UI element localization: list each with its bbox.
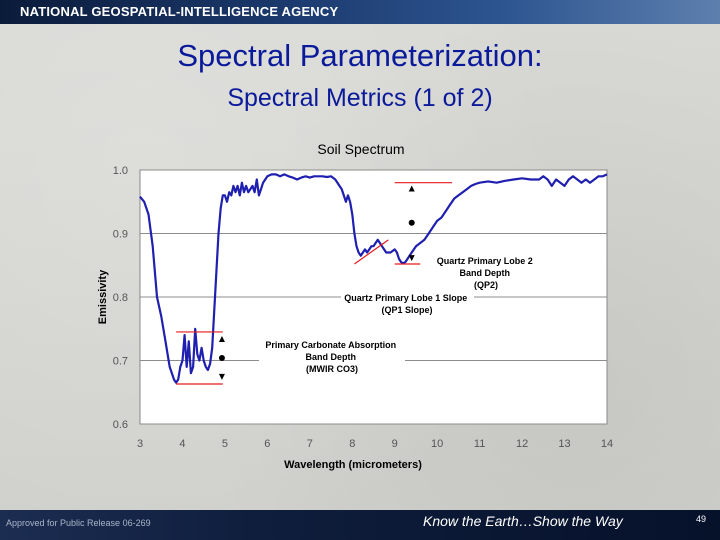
qp2-up-triangle (408, 185, 415, 192)
y-tick-label: 0.6 (113, 419, 128, 431)
y-axis-label: Emissivity (97, 269, 109, 324)
qp2-label-box: Quartz Primary Lobe 2 Band Depth (QP2) (429, 253, 542, 293)
spectrum-series (139, 173, 608, 384)
x-tick-label: 9 (392, 438, 398, 450)
carbonate-label-line: (MWIR CO3) (306, 364, 358, 374)
y-tick-label: 0.9 (113, 229, 128, 241)
x-tick-label: 11 (474, 438, 485, 450)
qp1-label-line: Quartz Primary Lobe 1 Slope (344, 293, 467, 303)
svg-text:Quartz Primary Lobe 1 Slope: Quartz Primary Lobe 1 Slope (QP1 Slope) (344, 293, 470, 315)
qp2-label-line: Band Depth (459, 268, 510, 278)
annotation-markers (218, 185, 415, 380)
footer-bar (0, 510, 720, 540)
tagline: Know the Earth…Show the Way (423, 513, 623, 529)
carbonate-down-triangle (218, 373, 225, 380)
soil-spectrum-chart: Soil Spectrum 0.6 0.7 0.8 0.9 1.0 3 4 5 6 7 8 9 10 1… (97, 141, 613, 471)
x-axis-label: Wavelength (micrometers) (284, 459, 422, 471)
qp1-slope-line (354, 239, 389, 265)
qp1-label-line: (QP1 Slope) (381, 305, 432, 315)
x-tick-label: 4 (179, 438, 185, 450)
spectrum-line (139, 173, 608, 384)
qp2-label-line: Quartz Primary Lobe 2 (437, 256, 533, 266)
slide-title: Spectral Parameterization: (177, 38, 543, 73)
qp2-down-triangle (408, 255, 415, 262)
qp2-dot (408, 219, 415, 226)
y-tick-label: 1.0 (113, 165, 128, 177)
agency-name: NATIONAL GEOSPATIAL-INTELLIGENCE AGENCY (20, 4, 339, 19)
x-tick-label: 13 (558, 438, 570, 450)
slide-subtitle: Spectral Metrics (1 of 2) (227, 84, 493, 112)
x-tick-label: 7 (307, 438, 313, 450)
carbonate-label-box: Primary Carbonate Absorption Band Depth … (259, 337, 405, 377)
page-number: 49 (696, 514, 707, 524)
header-bar: NATIONAL GEOSPATIAL-INTELLIGENCE AGENCY (0, 0, 720, 24)
annotation-lines (176, 182, 453, 385)
y-tick-label: 0.8 (113, 292, 128, 304)
x-tick-label: 8 (349, 438, 355, 450)
x-tick-label: 6 (264, 438, 270, 450)
x-tick-labels: 3 4 5 6 7 8 9 10 11 12 13 14 (137, 438, 613, 450)
x-tick-label: 10 (431, 438, 443, 450)
chart-title: Soil Spectrum (317, 141, 404, 157)
release-notice: Approved for Public Release 06-269 (6, 518, 151, 528)
carbonate-label-line: Band Depth (305, 352, 356, 362)
carbonate-label-line: Primary Carbonate Absorption (265, 340, 396, 350)
y-tick-label: 0.7 (113, 356, 128, 368)
x-tick-label: 12 (516, 438, 528, 450)
x-tick-label: 3 (137, 438, 143, 450)
svg-text:Quartz Primary Lobe 2 Ba: Quartz Primary Lobe 2 Band Depth (QP2) (437, 256, 536, 290)
carbonate-up-triangle (218, 336, 225, 343)
x-tick-label: 14 (601, 438, 613, 450)
qp2-label-line: (QP2) (474, 280, 498, 290)
x-tick-label: 5 (222, 438, 228, 450)
svg-text:Primary Carbonate Absorption: Primary Carbonate Absorption Band Depth … (265, 340, 398, 374)
y-tick-labels: 0.6 0.7 0.8 0.9 1.0 (113, 165, 128, 431)
qp1-label-box: Quartz Primary Lobe 1 Slope (QP1 Slope) (341, 290, 474, 318)
carbonate-dot (218, 354, 225, 361)
